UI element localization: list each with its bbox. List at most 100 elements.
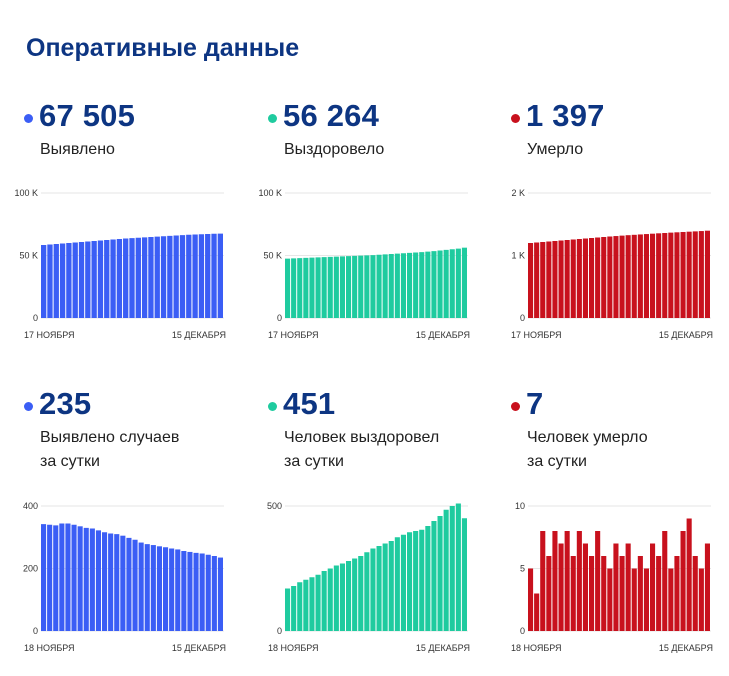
- bar: [564, 240, 570, 318]
- x-tick-label-start: 18 НОЯБРЯ: [268, 643, 319, 653]
- y-tick-label: 200: [23, 564, 38, 574]
- bar: [540, 531, 546, 631]
- bar: [546, 556, 552, 631]
- bar: [141, 237, 148, 318]
- bar: [352, 255, 358, 318]
- bar: [376, 254, 382, 318]
- bar: [327, 568, 333, 631]
- blue-dot-icon: [24, 113, 33, 123]
- x-tick-label-start: 17 НОЯБРЯ: [511, 330, 562, 340]
- bar: [346, 256, 352, 318]
- stat-label: Человек выздоровел за сутки: [284, 426, 439, 474]
- bar: [217, 557, 223, 631]
- panel-detected: 67 505 Выявлено 0 50 K 100 K 17 НОЯБРЯ 15 ДЕ…: [14, 98, 249, 388]
- bar: [582, 543, 588, 631]
- bar: [169, 548, 175, 631]
- bar: [631, 568, 637, 631]
- bar: [148, 237, 154, 318]
- stat-value: 7: [526, 386, 544, 421]
- bar: [455, 248, 461, 318]
- bar: [662, 531, 668, 631]
- x-tick-label-end: 15 ДЕКАБРЯ: [416, 643, 470, 653]
- bar: [407, 532, 413, 631]
- stat-label: Выявлено случаев за сутки: [40, 426, 179, 474]
- bar: [297, 258, 303, 318]
- bar: [205, 234, 211, 318]
- bar: [132, 539, 138, 631]
- bar: [540, 242, 546, 318]
- bar: [413, 531, 419, 631]
- bar: [643, 568, 649, 631]
- bar: [686, 231, 692, 318]
- bar: [95, 530, 101, 631]
- x-tick-label-start: 18 НОЯБРЯ: [24, 643, 75, 653]
- bar: [285, 588, 291, 631]
- bar: [186, 234, 192, 318]
- stat-label-line1: Человек умерло: [527, 429, 648, 446]
- panel-deaths: 1 397 Умерло 0 1 K 2 K 17 НОЯБРЯ 15 ДЕКАБРЯ: [511, 98, 729, 388]
- stat-value: 235: [39, 386, 92, 421]
- bar: [150, 545, 156, 631]
- bar: [613, 543, 619, 631]
- y-tick-label: 50 K: [263, 251, 282, 261]
- y-tick-label: 0: [277, 313, 282, 323]
- bar: [437, 250, 443, 318]
- chart-daily-detected: 0 200 400 18 НОЯБРЯ 15 ДЕКАБРЯ: [23, 501, 226, 653]
- bar: [77, 526, 83, 631]
- bar: [89, 528, 95, 631]
- bar: [110, 239, 116, 318]
- bar: [443, 249, 449, 318]
- panel-daily-deaths: 7 Человек умерло за сутки 0 5 10 18 НОЯБРЯ 1…: [511, 386, 729, 676]
- x-tick-label-start: 18 НОЯБРЯ: [511, 643, 562, 653]
- red-dot-icon: [511, 401, 520, 411]
- chart-detected: 0 50 K 100 K 17 НОЯБРЯ 15 ДЕКАБРЯ: [14, 188, 226, 340]
- y-tick-label: 10: [515, 501, 525, 511]
- bar: [692, 556, 698, 631]
- y-tick-label: 0: [520, 313, 525, 323]
- stat-label-line1: Выздоровело: [284, 141, 385, 158]
- bar: [205, 554, 211, 631]
- bar: [558, 543, 564, 631]
- bar: [114, 534, 120, 631]
- bar: [199, 553, 205, 631]
- bar: [303, 579, 309, 631]
- bar: [333, 565, 339, 631]
- bar: [704, 230, 710, 318]
- bar: [570, 556, 576, 631]
- bar: [321, 571, 327, 631]
- stat-label: Выявлено: [40, 138, 115, 162]
- stat-label-line2: за сутки: [40, 453, 100, 470]
- stat-label-line2: за сутки: [284, 453, 344, 470]
- bar: [656, 233, 662, 318]
- bar: [321, 257, 327, 318]
- bar: [461, 518, 467, 631]
- bar: [407, 252, 413, 318]
- green-dot-icon: [268, 113, 277, 123]
- bar: [291, 586, 297, 631]
- bar: [631, 234, 637, 318]
- bar: [576, 531, 582, 631]
- bar: [680, 232, 686, 318]
- x-tick-label-start: 17 НОЯБРЯ: [24, 330, 75, 340]
- bar: [85, 241, 91, 318]
- bar: [59, 243, 66, 318]
- bar: [315, 257, 321, 318]
- bar: [637, 556, 643, 631]
- y-tick-label: 0: [33, 626, 38, 636]
- bar: [589, 238, 595, 318]
- y-tick-label: 100 K: [14, 188, 38, 198]
- bar: [47, 524, 53, 631]
- bar: [358, 556, 364, 631]
- bar: [455, 503, 461, 631]
- bar: [352, 558, 358, 631]
- chart-daily-deaths: 0 5 10 18 НОЯБРЯ 15 ДЕКАБРЯ: [511, 501, 713, 653]
- bar: [668, 232, 674, 318]
- bar: [59, 523, 65, 631]
- bar: [91, 241, 97, 318]
- bar: [333, 256, 339, 318]
- bar: [613, 236, 619, 318]
- bar: [413, 252, 419, 318]
- bar: [437, 516, 443, 631]
- bar: [65, 523, 71, 631]
- bar: [364, 255, 370, 318]
